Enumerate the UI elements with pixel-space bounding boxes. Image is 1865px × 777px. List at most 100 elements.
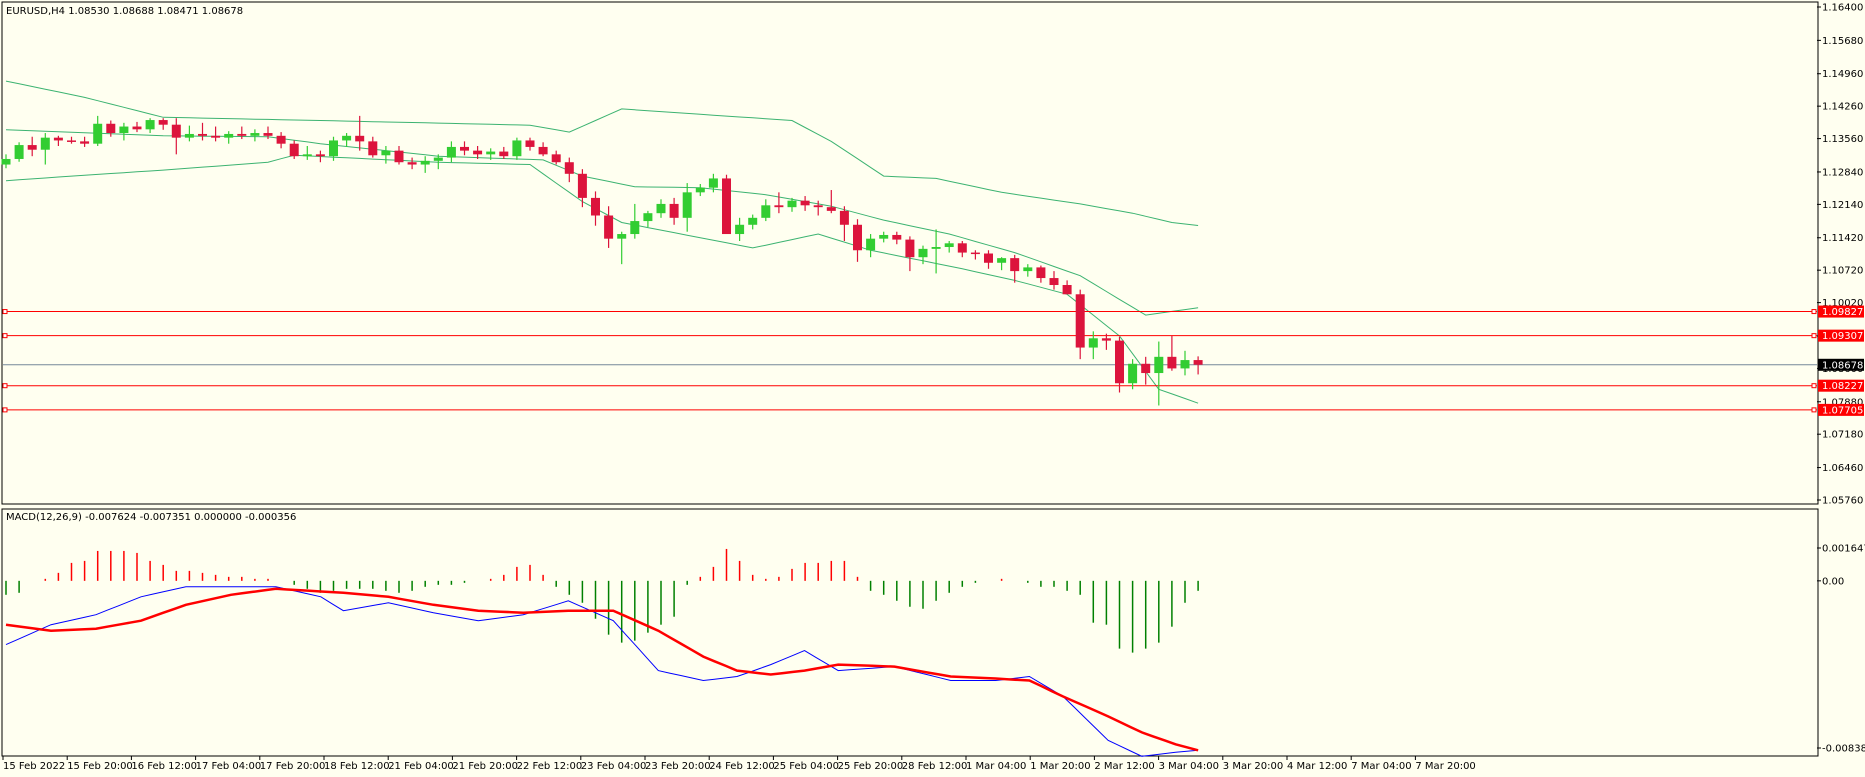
- time-tick-label: 17 Feb 04:00: [196, 761, 262, 772]
- candle-body: [722, 178, 731, 235]
- candle-body: [656, 203, 666, 214]
- time-tick-label: 7 Mar 20:00: [1415, 761, 1475, 772]
- candle-body: [473, 150, 483, 155]
- candle-body: [1, 158, 11, 165]
- price-tick-label: 1.13560: [1822, 134, 1863, 145]
- hline-price-tag-text: 1.07705: [1822, 405, 1863, 416]
- candle-body: [158, 120, 168, 125]
- candle-body: [355, 135, 365, 142]
- candle-body: [1180, 360, 1190, 369]
- line-anchor-right[interactable]: [1811, 407, 1817, 413]
- candle-body: [460, 146, 469, 151]
- price-axis: 1.16400 1.15680 1.14960 1.14260 1.13560 1.128…: [1817, 3, 1863, 507]
- line-anchor-right[interactable]: [1811, 383, 1817, 389]
- macd-tick-label: 0.00: [1822, 576, 1844, 587]
- price-tick-label: 1.06460: [1822, 463, 1863, 474]
- price-tick-label: 1.10720: [1822, 266, 1863, 277]
- candle-body: [1049, 278, 1059, 286]
- candle-body: [1154, 356, 1164, 374]
- candle-body: [446, 146, 456, 158]
- line-anchor-left[interactable]: [2, 333, 8, 339]
- horizontal-lines[interactable]: [2, 309, 1817, 413]
- price-tick-label: 1.12140: [1822, 200, 1863, 211]
- macd-lines: [5, 586, 1199, 757]
- candle-body: [250, 133, 260, 136]
- candle-body: [512, 140, 522, 157]
- time-tick-label: 2 Mar 12:00: [1094, 761, 1154, 772]
- line-anchor-left[interactable]: [2, 309, 8, 315]
- candle-body: [407, 162, 417, 165]
- candle-body: [682, 192, 692, 218]
- time-tick-label: 3 Mar 04:00: [1159, 761, 1219, 772]
- candlesticks: [1, 115, 1203, 406]
- candle-body: [315, 154, 325, 157]
- candle-body: [708, 178, 718, 188]
- time-tick-label: 21 Feb 20:00: [452, 761, 518, 772]
- line-anchor-right[interactable]: [1811, 309, 1817, 315]
- hline-price-tag: [1818, 403, 1864, 416]
- candle-body: [800, 200, 810, 206]
- price-tick-label: 1.11420: [1822, 233, 1863, 244]
- bid-price-tag-text: 1.08678: [1822, 360, 1863, 371]
- candle-body: [551, 154, 561, 163]
- candle-body: [329, 140, 338, 157]
- macd-axis: 0.001647 0.00 -0.008384: [1817, 544, 1865, 755]
- bollinger-middle-line: [5, 129, 1199, 316]
- macd-main-line: [5, 586, 1199, 757]
- candle-body: [132, 126, 142, 130]
- candle-body: [106, 123, 116, 134]
- candle-body: [276, 135, 286, 144]
- candle-body: [1167, 356, 1177, 369]
- candle-body: [420, 160, 430, 165]
- hline-price-tag-text: 1.09827: [1822, 307, 1863, 318]
- price-tick-label: 1.14960: [1822, 69, 1863, 80]
- time-tick-label: 7 Mar 04:00: [1351, 761, 1411, 772]
- candle-body: [145, 120, 155, 130]
- candle-body: [67, 140, 76, 142]
- candle-body: [591, 197, 600, 216]
- candle-body: [433, 157, 443, 161]
- candle-body: [564, 162, 574, 174]
- time-tick-label: 22 Feb 12:00: [517, 761, 583, 772]
- price-tick-label: 1.15680: [1822, 36, 1863, 47]
- candle-body: [171, 124, 181, 138]
- macd-header: MACD(12,26,9) -0.007624 -0.007351 0.0000…: [6, 512, 296, 523]
- time-tick-label: 25 Feb 20:00: [838, 761, 904, 772]
- candle-body: [1062, 285, 1072, 295]
- time-tick-label: 23 Feb 04:00: [581, 761, 647, 772]
- line-anchor-left[interactable]: [2, 407, 8, 413]
- candle-body: [866, 238, 876, 251]
- candle-body: [1101, 338, 1111, 341]
- price-tick-label: 1.10020: [1822, 298, 1863, 309]
- price-header: EURUSD,H4 1.08530 1.08688 1.08471 1.0867…: [6, 6, 243, 17]
- candle-body: [1115, 340, 1124, 384]
- time-tick-label: 28 Feb 12:00: [902, 761, 968, 772]
- price-tick-label: 1.12840: [1822, 167, 1863, 178]
- candle-body: [604, 215, 614, 239]
- candle-body: [263, 133, 273, 136]
- candle-body: [1141, 363, 1151, 374]
- candle-body: [40, 137, 50, 150]
- time-tick-label: 23 Feb 20:00: [645, 761, 711, 772]
- candle-body: [944, 243, 954, 248]
- bollinger-lower-line: [5, 154, 1199, 404]
- candle-body: [237, 133, 247, 136]
- time-tick-label: 18 Feb 12:00: [324, 761, 390, 772]
- price-tick-label: 1.14260: [1822, 102, 1863, 113]
- time-tick-label: 3 Mar 20:00: [1223, 761, 1283, 772]
- candle-body: [826, 207, 836, 211]
- line-anchor-right[interactable]: [1811, 333, 1817, 339]
- macd-signal-line: [5, 587, 1199, 752]
- candle-body: [1010, 258, 1020, 272]
- price-labels: 1.09827 1.09307 1.08227 1.07705 1.08678: [1818, 305, 1864, 416]
- candle-body: [381, 150, 391, 156]
- hline-price-tag: [1818, 329, 1864, 342]
- candle-body: [53, 137, 63, 141]
- price-tick-label: 1.16400: [1822, 3, 1863, 14]
- line-anchor-left[interactable]: [2, 383, 8, 389]
- candle-body: [813, 205, 823, 208]
- candle-body: [1128, 363, 1138, 384]
